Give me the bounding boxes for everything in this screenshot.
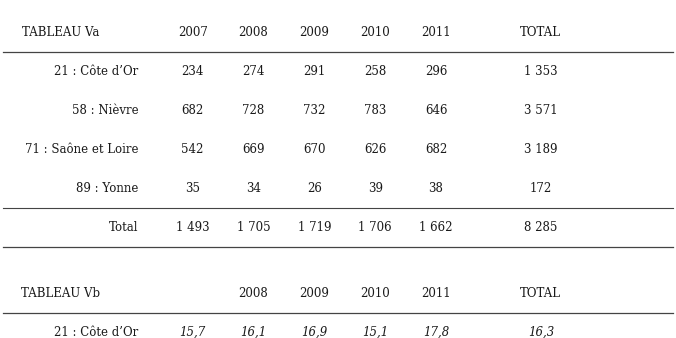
Text: 2007: 2007 [178, 26, 208, 40]
Text: 38: 38 [429, 182, 443, 195]
Text: 626: 626 [364, 143, 387, 156]
Text: TABLEAU Vb: TABLEAU Vb [21, 287, 101, 300]
Text: 291: 291 [304, 65, 325, 78]
Text: 646: 646 [425, 104, 448, 117]
Text: 2009: 2009 [299, 26, 329, 40]
Text: 2010: 2010 [360, 287, 390, 300]
Text: 258: 258 [364, 65, 386, 78]
Text: 670: 670 [303, 143, 326, 156]
Text: 39: 39 [368, 182, 383, 195]
Text: 682: 682 [425, 143, 447, 156]
Text: 1 493: 1 493 [176, 221, 210, 234]
Text: 2010: 2010 [360, 26, 390, 40]
Text: 3 571: 3 571 [524, 104, 558, 117]
Text: TABLEAU Va: TABLEAU Va [22, 26, 99, 40]
Text: 16,9: 16,9 [301, 325, 327, 338]
Text: 1 719: 1 719 [297, 221, 331, 234]
Text: 3 189: 3 189 [524, 143, 558, 156]
Text: 1 706: 1 706 [358, 221, 392, 234]
Text: 2008: 2008 [239, 287, 268, 300]
Text: 15,1: 15,1 [362, 325, 388, 338]
Text: 71 : Saône et Loire: 71 : Saône et Loire [25, 143, 139, 156]
Text: 682: 682 [182, 104, 203, 117]
Text: 669: 669 [242, 143, 265, 156]
Text: TOTAL: TOTAL [521, 287, 561, 300]
Text: 16,1: 16,1 [241, 325, 266, 338]
Text: 234: 234 [181, 65, 204, 78]
Text: Total: Total [109, 221, 139, 234]
Text: 274: 274 [242, 65, 265, 78]
Text: 21 : Côte d’Or: 21 : Côte d’Or [54, 325, 139, 338]
Text: 15,7: 15,7 [180, 325, 206, 338]
Text: 34: 34 [246, 182, 261, 195]
Text: 26: 26 [307, 182, 322, 195]
Text: 58 : Nièvre: 58 : Nièvre [72, 104, 139, 117]
Text: 35: 35 [185, 182, 200, 195]
Text: 783: 783 [364, 104, 387, 117]
Text: 89 : Yonne: 89 : Yonne [76, 182, 139, 195]
Text: 8 285: 8 285 [524, 221, 558, 234]
Text: 542: 542 [181, 143, 204, 156]
Text: 1 662: 1 662 [419, 221, 453, 234]
Text: 172: 172 [530, 182, 552, 195]
Text: 2009: 2009 [299, 287, 329, 300]
Text: 2008: 2008 [239, 26, 268, 40]
Text: TOTAL: TOTAL [521, 26, 561, 40]
Text: 728: 728 [243, 104, 264, 117]
Text: 1 705: 1 705 [237, 221, 270, 234]
Text: 296: 296 [425, 65, 448, 78]
Text: 21 : Côte d’Or: 21 : Côte d’Or [54, 65, 139, 78]
Text: 1 353: 1 353 [524, 65, 558, 78]
Text: 2011: 2011 [421, 287, 451, 300]
Text: 2011: 2011 [421, 26, 451, 40]
Text: 17,8: 17,8 [423, 325, 449, 338]
Text: 16,3: 16,3 [528, 325, 554, 338]
Text: 732: 732 [303, 104, 326, 117]
